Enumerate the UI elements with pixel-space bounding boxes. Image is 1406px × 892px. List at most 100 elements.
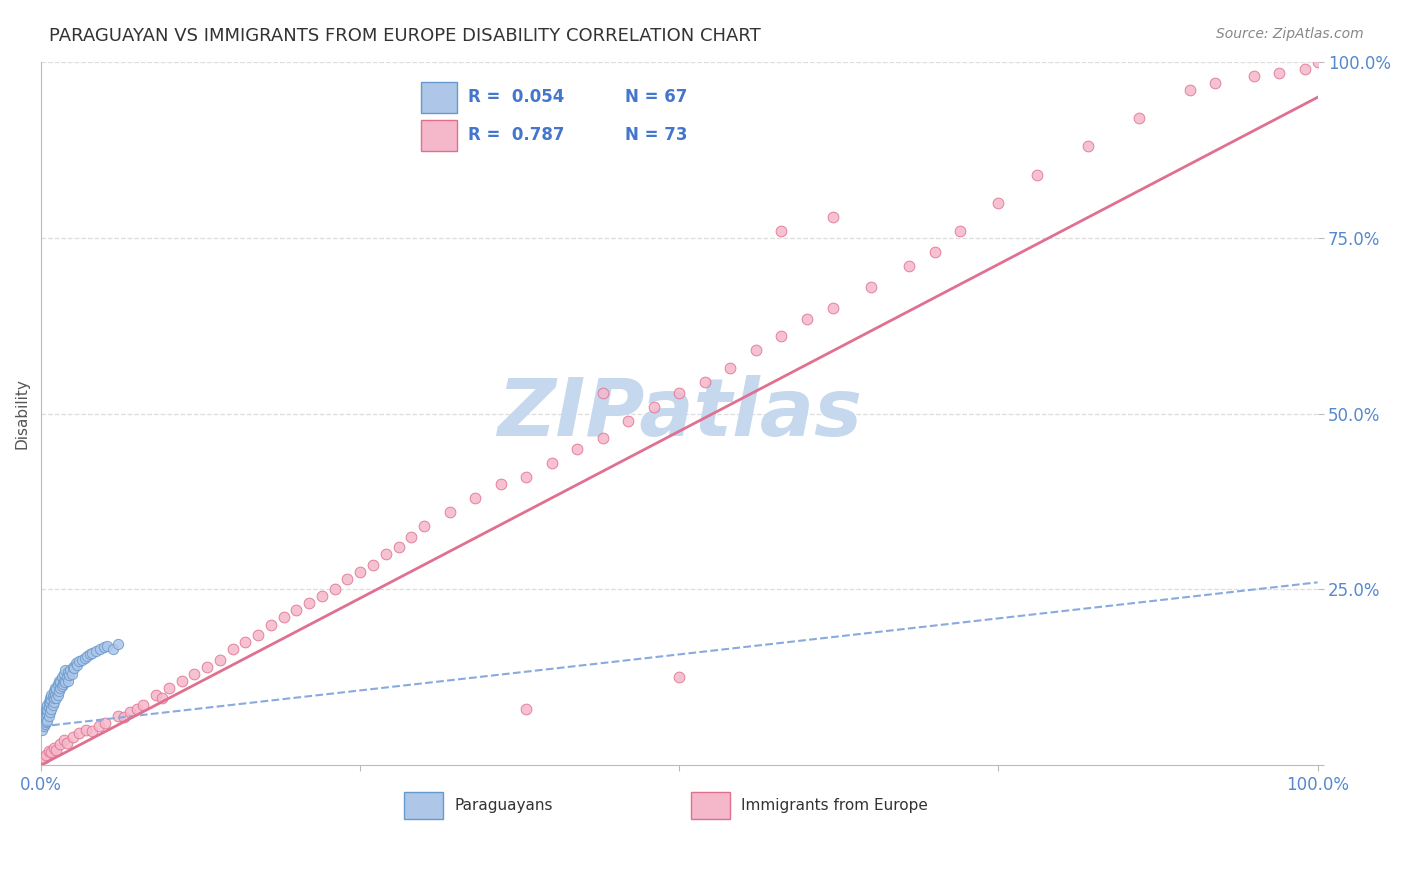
- Point: [84, 644, 107, 658]
- Point: [592, 385, 614, 400]
- Point: [44, 681, 66, 695]
- Point: [52, 677, 75, 691]
- Point: [53, 663, 76, 677]
- Point: [51, 679, 73, 693]
- Point: [38, 700, 60, 714]
- Point: [718, 360, 741, 375]
- Point: [76, 649, 98, 664]
- Point: [53, 675, 76, 690]
- Point: [55, 736, 77, 750]
- Point: [63, 661, 86, 675]
- Point: [120, 706, 142, 720]
- Point: [42, 695, 65, 709]
- Point: [48, 673, 70, 688]
- Point: [247, 628, 270, 642]
- Point: [770, 329, 793, 343]
- Point: [41, 746, 63, 760]
- Point: [157, 681, 180, 695]
- Point: [62, 730, 84, 744]
- Point: [48, 684, 70, 698]
- Point: [349, 565, 371, 579]
- Point: [39, 696, 62, 710]
- Point: [298, 596, 321, 610]
- Point: [413, 519, 436, 533]
- Point: [73, 651, 96, 665]
- Point: [987, 195, 1010, 210]
- Point: [82, 724, 104, 739]
- Point: [65, 656, 87, 670]
- Point: [38, 695, 60, 709]
- Point: [41, 702, 63, 716]
- Point: [195, 659, 218, 673]
- Point: [51, 670, 73, 684]
- Point: [96, 639, 118, 653]
- Point: [1025, 168, 1047, 182]
- Point: [67, 654, 90, 668]
- Point: [62, 659, 84, 673]
- Text: PARAGUAYAN VS IMMIGRANTS FROM EUROPE DISABILITY CORRELATION CHART: PARAGUAYAN VS IMMIGRANTS FROM EUROPE DIS…: [49, 27, 761, 45]
- Point: [745, 343, 768, 358]
- Point: [79, 647, 101, 661]
- Point: [32, 715, 55, 730]
- Point: [82, 646, 104, 660]
- Point: [821, 301, 844, 315]
- Point: [183, 666, 205, 681]
- Point: [1306, 55, 1329, 70]
- Text: ZIPatlas: ZIPatlas: [496, 375, 862, 452]
- Point: [770, 224, 793, 238]
- Point: [208, 653, 231, 667]
- Point: [1204, 76, 1226, 90]
- Point: [89, 642, 111, 657]
- Point: [37, 714, 59, 728]
- Point: [1077, 139, 1099, 153]
- Point: [821, 210, 844, 224]
- Point: [617, 414, 640, 428]
- Point: [540, 456, 562, 470]
- Point: [42, 691, 65, 706]
- Y-axis label: Disability: Disability: [15, 378, 30, 449]
- Point: [125, 702, 148, 716]
- Point: [53, 733, 76, 747]
- Point: [1268, 65, 1291, 79]
- Point: [150, 691, 173, 706]
- Point: [693, 375, 716, 389]
- Point: [796, 311, 818, 326]
- Point: [56, 665, 79, 680]
- Point: [34, 709, 56, 723]
- Point: [56, 673, 79, 688]
- Point: [924, 244, 946, 259]
- Point: [49, 681, 72, 695]
- Point: [515, 470, 537, 484]
- Point: [592, 431, 614, 445]
- Point: [38, 744, 60, 758]
- Point: [41, 688, 63, 702]
- Point: [53, 666, 76, 681]
- Point: [1294, 62, 1316, 77]
- Point: [53, 673, 76, 688]
- Point: [1178, 83, 1201, 97]
- Point: [273, 610, 295, 624]
- Point: [439, 505, 461, 519]
- Point: [37, 698, 59, 713]
- Point: [35, 710, 58, 724]
- Point: [387, 540, 409, 554]
- Point: [66, 658, 89, 673]
- Point: [38, 709, 60, 723]
- Point: [401, 530, 423, 544]
- Point: [170, 673, 193, 688]
- Point: [32, 751, 55, 765]
- Point: [35, 702, 58, 716]
- Point: [39, 706, 62, 720]
- Point: [41, 690, 63, 704]
- Point: [233, 635, 256, 649]
- Point: [42, 740, 65, 755]
- Point: [221, 642, 243, 657]
- Point: [34, 717, 56, 731]
- Point: [49, 675, 72, 690]
- Text: Source: ZipAtlas.com: Source: ZipAtlas.com: [1216, 27, 1364, 41]
- Point: [58, 668, 80, 682]
- Point: [107, 709, 129, 723]
- Point: [45, 682, 67, 697]
- Point: [489, 477, 512, 491]
- Point: [70, 653, 93, 667]
